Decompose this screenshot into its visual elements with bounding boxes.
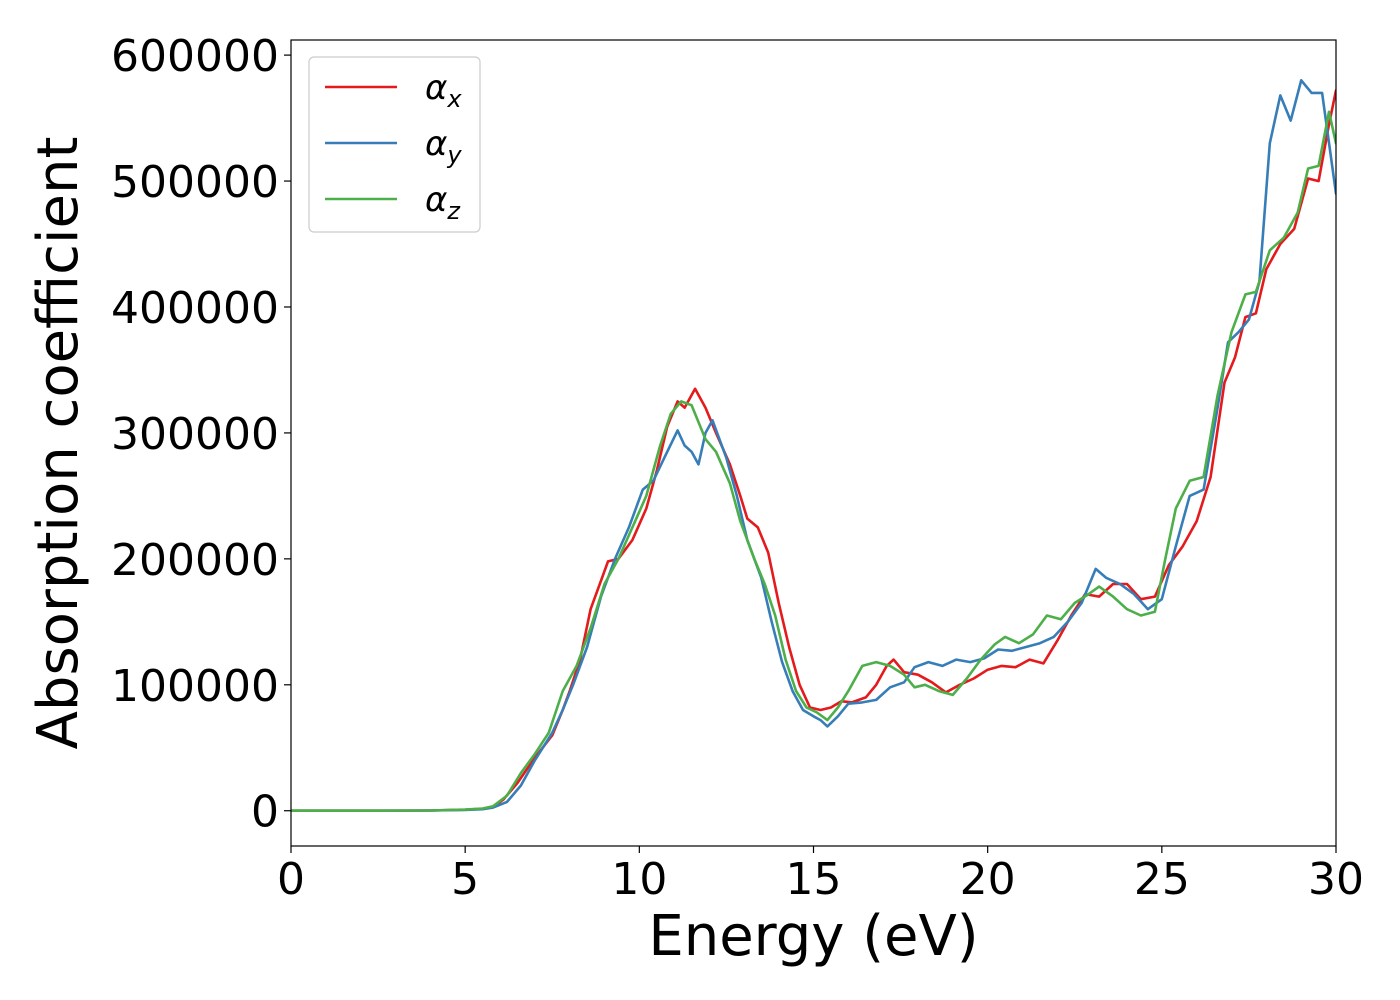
y-tick-label: 100000: [111, 661, 279, 712]
legend-label-alpha-y: αy: [425, 124, 462, 169]
x-tick-label: 0: [277, 854, 305, 905]
y-tick-label: 400000: [111, 283, 279, 334]
x-tick-label: 20: [960, 854, 1016, 905]
x-tick-label: 15: [786, 854, 842, 905]
legend-label-alpha-x: αx: [425, 68, 462, 113]
x-tick-label: 25: [1134, 854, 1190, 905]
y-tick-label: 200000: [111, 535, 279, 586]
x-tick-label: 10: [611, 854, 667, 905]
x-axis-ticks: 0 5 10 15 20 25 30: [277, 846, 1364, 905]
y-axis-ticks: 0 100000 200000 300000 400000 500000 600000: [111, 31, 291, 838]
series-line-alpha-y: [291, 79, 1336, 812]
legend-box: [308, 56, 481, 233]
y-tick-label: 500000: [111, 157, 279, 208]
x-tick-label: 5: [451, 854, 479, 905]
series-line-alpha-z: [291, 110, 1336, 812]
x-axis-title: Energy (eV): [648, 904, 978, 969]
y-tick-label: 600000: [111, 31, 279, 82]
x-tick-label: 30: [1308, 854, 1364, 905]
y-tick-label: 300000: [111, 409, 279, 460]
plot-series-group: [291, 79, 1336, 812]
legend: αx αy αz: [308, 56, 481, 233]
legend-label-alpha-z: αz: [425, 180, 461, 225]
y-tick-label: 0: [251, 787, 279, 838]
y-axis-title: Absorption coefficient: [26, 137, 91, 750]
